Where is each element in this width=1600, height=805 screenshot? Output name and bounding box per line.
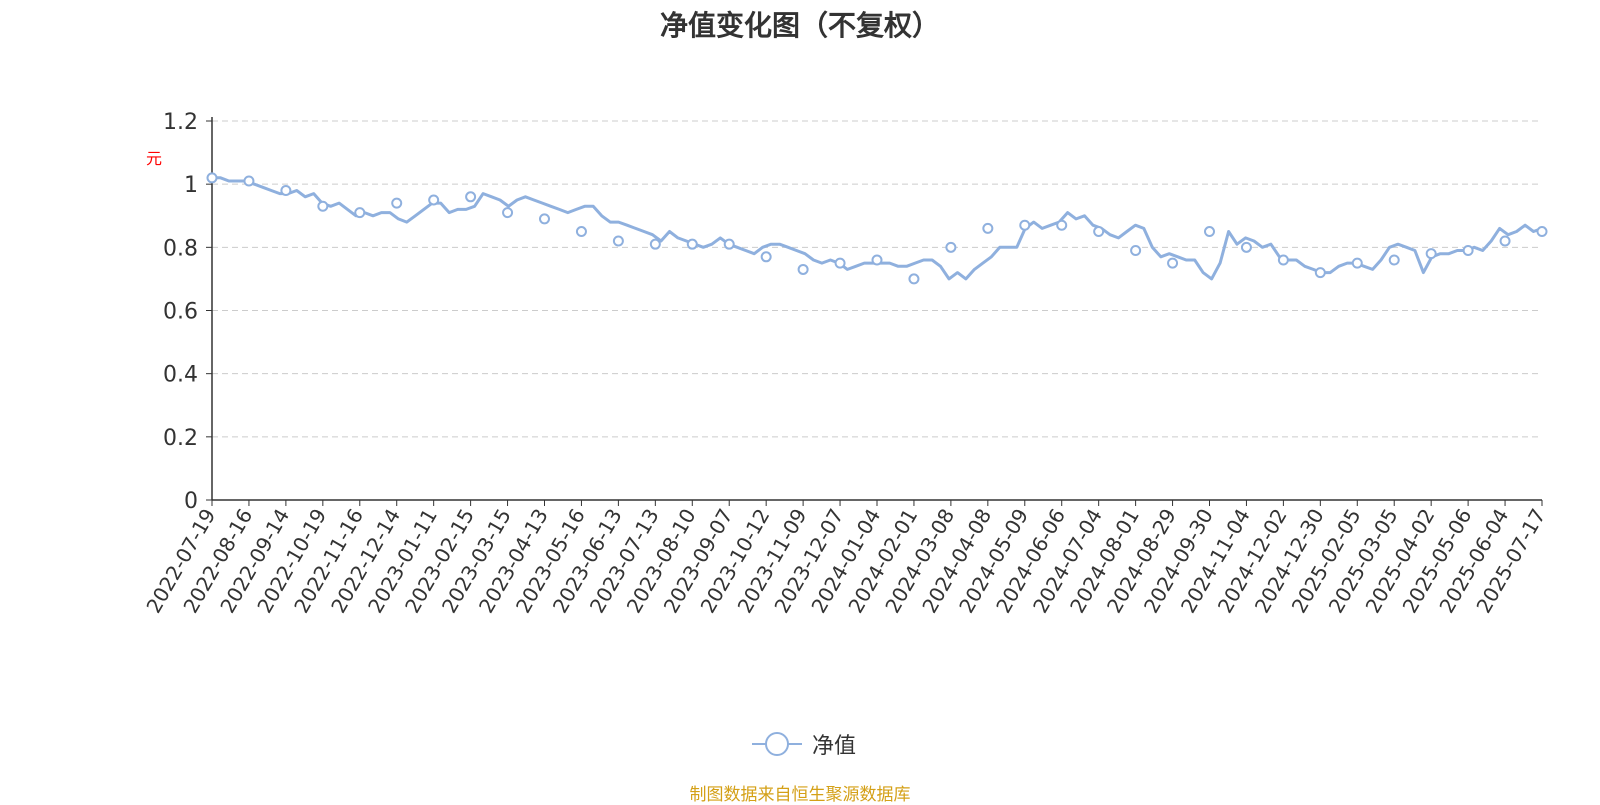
- y-tick-label: 0.4: [163, 363, 198, 388]
- axes: [211, 117, 1542, 501]
- data-point-marker: [686, 238, 698, 250]
- data-point-marker: [723, 238, 735, 250]
- data-point-marker: [1056, 219, 1068, 231]
- data-point-marker: [1351, 257, 1363, 269]
- data-point-marker: [834, 257, 846, 269]
- data-point-marker: [1536, 226, 1548, 238]
- legend-line-icon: [752, 732, 802, 756]
- data-point-marker: [206, 172, 218, 184]
- data-point-marker: [243, 175, 255, 187]
- data-point-marker: [391, 197, 403, 209]
- data-point-marker: [1314, 267, 1326, 279]
- data-point-marker: [1093, 226, 1105, 238]
- data-point-marker: [1019, 219, 1031, 231]
- series-markers: [206, 172, 1548, 285]
- data-point-marker: [871, 254, 883, 266]
- data-point-marker: [317, 200, 329, 212]
- y-tick-label: 1.2: [163, 110, 198, 135]
- data-point-marker: [1499, 235, 1511, 247]
- data-point-marker: [1462, 244, 1474, 256]
- grid-lines: [206, 120, 1542, 501]
- data-point-marker: [1388, 254, 1400, 266]
- data-point-marker: [1425, 248, 1437, 260]
- data-point-marker: [945, 241, 957, 253]
- source-note: 制图数据来自恒生聚源数据库: [689, 785, 911, 805]
- chart-title: 净值变化图（不复权）: [659, 9, 940, 42]
- data-point-marker: [908, 273, 920, 285]
- data-point-marker: [465, 191, 477, 203]
- data-point-marker: [502, 207, 514, 219]
- y-tick-label: 0: [184, 489, 198, 514]
- data-point-marker: [1130, 244, 1142, 256]
- data-point-marker: [1240, 241, 1252, 253]
- data-point-marker: [1167, 257, 1179, 269]
- y-axis-unit: 元: [143, 150, 162, 166]
- line-chart: 0 0.2 0.4 0.6 0.8 1 1.2 2022-07-192022-08-1620…: [141, 110, 1550, 617]
- y-tick-labels: 0 0.2 0.4 0.6 0.8 1 1.2: [163, 110, 198, 514]
- data-point-marker: [575, 226, 587, 238]
- data-point-marker: [539, 213, 550, 225]
- data-point-marker: [1204, 226, 1215, 238]
- data-point-marker: [354, 207, 366, 219]
- y-tick-label: 0.6: [163, 300, 198, 325]
- y-tick-label: 1: [184, 173, 198, 198]
- data-point-marker: [982, 222, 994, 234]
- data-point-marker: [760, 251, 772, 263]
- data-point-marker: [612, 235, 624, 247]
- legend-label: 净值: [812, 734, 857, 759]
- data-point-marker: [797, 263, 809, 275]
- data-point-marker: [428, 194, 440, 206]
- y-tick-label: 0.8: [163, 236, 198, 261]
- legend[interactable]: 净值: [752, 728, 856, 760]
- x-tick-labels: 2022-07-192022-08-162022-09-142022-10-19…: [141, 500, 1550, 617]
- y-tick-label: 0.2: [163, 426, 198, 451]
- data-point-marker: [280, 184, 292, 196]
- data-point-marker: [649, 238, 661, 250]
- data-point-marker: [1277, 254, 1289, 266]
